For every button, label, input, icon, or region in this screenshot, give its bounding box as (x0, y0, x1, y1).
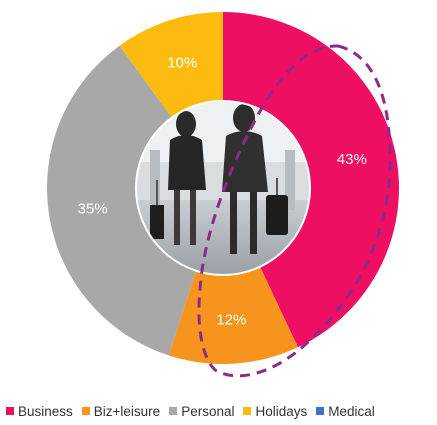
donut-chart: 43% 12% 35% 10% (46, 11, 400, 378)
slice-label-holidays: 10% (167, 54, 197, 71)
slice-label-personal: 35% (78, 201, 108, 218)
slice-label-business: 43% (337, 151, 367, 168)
slice-label-biz-leisure: 12% (216, 312, 246, 329)
legend-swatch (6, 407, 14, 415)
legend-swatch (81, 407, 90, 415)
highlight-outline (197, 44, 392, 378)
slice-personal (46, 45, 196, 356)
legend-label: Personal (181, 403, 235, 419)
slice-holidays (119, 11, 223, 117)
legend-item-medical: Medical (316, 404, 375, 419)
legend-label: Business (18, 403, 73, 419)
legend-swatch (243, 407, 252, 415)
legend-label: Biz+leisure (93, 403, 161, 419)
donut-slices (46, 11, 400, 364)
slice-business (223, 12, 400, 348)
legend-item-business: Business (6, 404, 73, 419)
chart-legend: Business Biz+leisure Personal Holidays Medic… (6, 402, 436, 420)
legend-label: Medical (328, 403, 375, 419)
legend-swatch (169, 407, 178, 415)
legend-item-biz-leisure: Biz+leisure (81, 403, 161, 419)
legend-swatch (316, 407, 325, 415)
legend-item-personal: Personal (169, 404, 234, 419)
legend-item-holidays: Holidays (243, 404, 307, 419)
legend-label: Holidays (255, 403, 308, 419)
slice-labels: 43% 12% 35% 10% (78, 54, 367, 328)
